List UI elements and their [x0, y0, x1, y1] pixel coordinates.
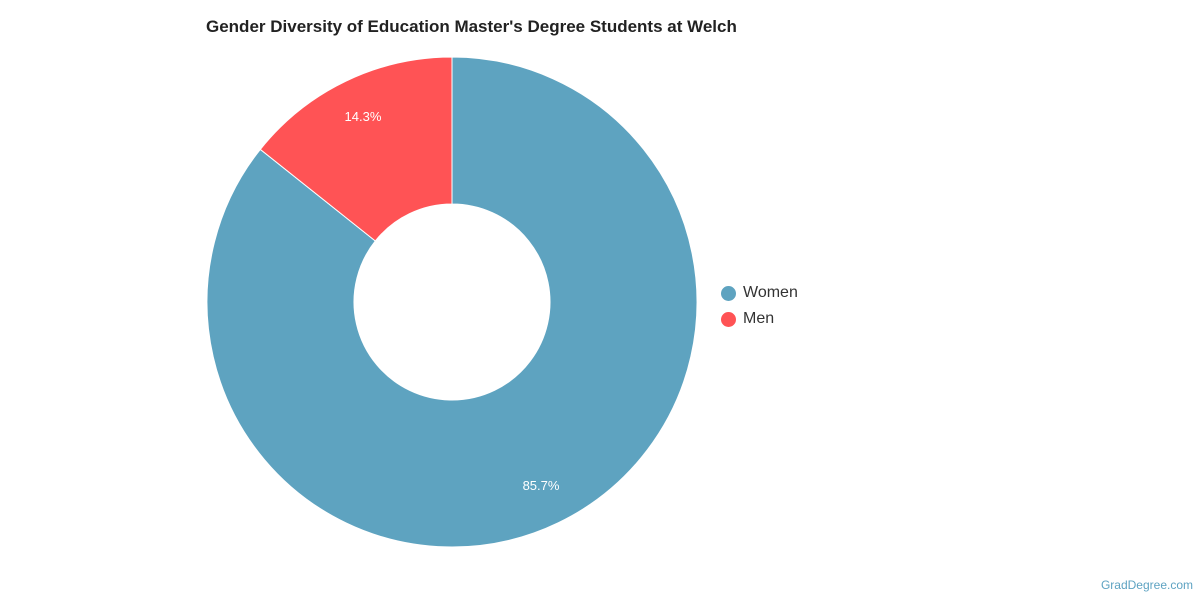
legend-label-men: Men — [743, 310, 775, 327]
legend-label-women: Women — [743, 284, 798, 301]
data-label-men: 14.3% — [345, 109, 382, 124]
legend-swatch-women — [721, 285, 736, 301]
legend-swatch-men — [721, 311, 736, 327]
data-label-women: 85.7% — [523, 478, 560, 493]
slice-women[interactable] — [206, 56, 698, 548]
legend-item-women[interactable]: Women — [721, 280, 798, 306]
slice-men[interactable] — [259, 56, 453, 242]
chart-title: Gender Diversity of Education Master's D… — [206, 17, 737, 36]
legend-item-men[interactable]: Men — [721, 306, 798, 332]
chart-legend: Women Men — [721, 280, 798, 332]
watermark-link[interactable]: GradDegree.com — [1100, 578, 1193, 592]
